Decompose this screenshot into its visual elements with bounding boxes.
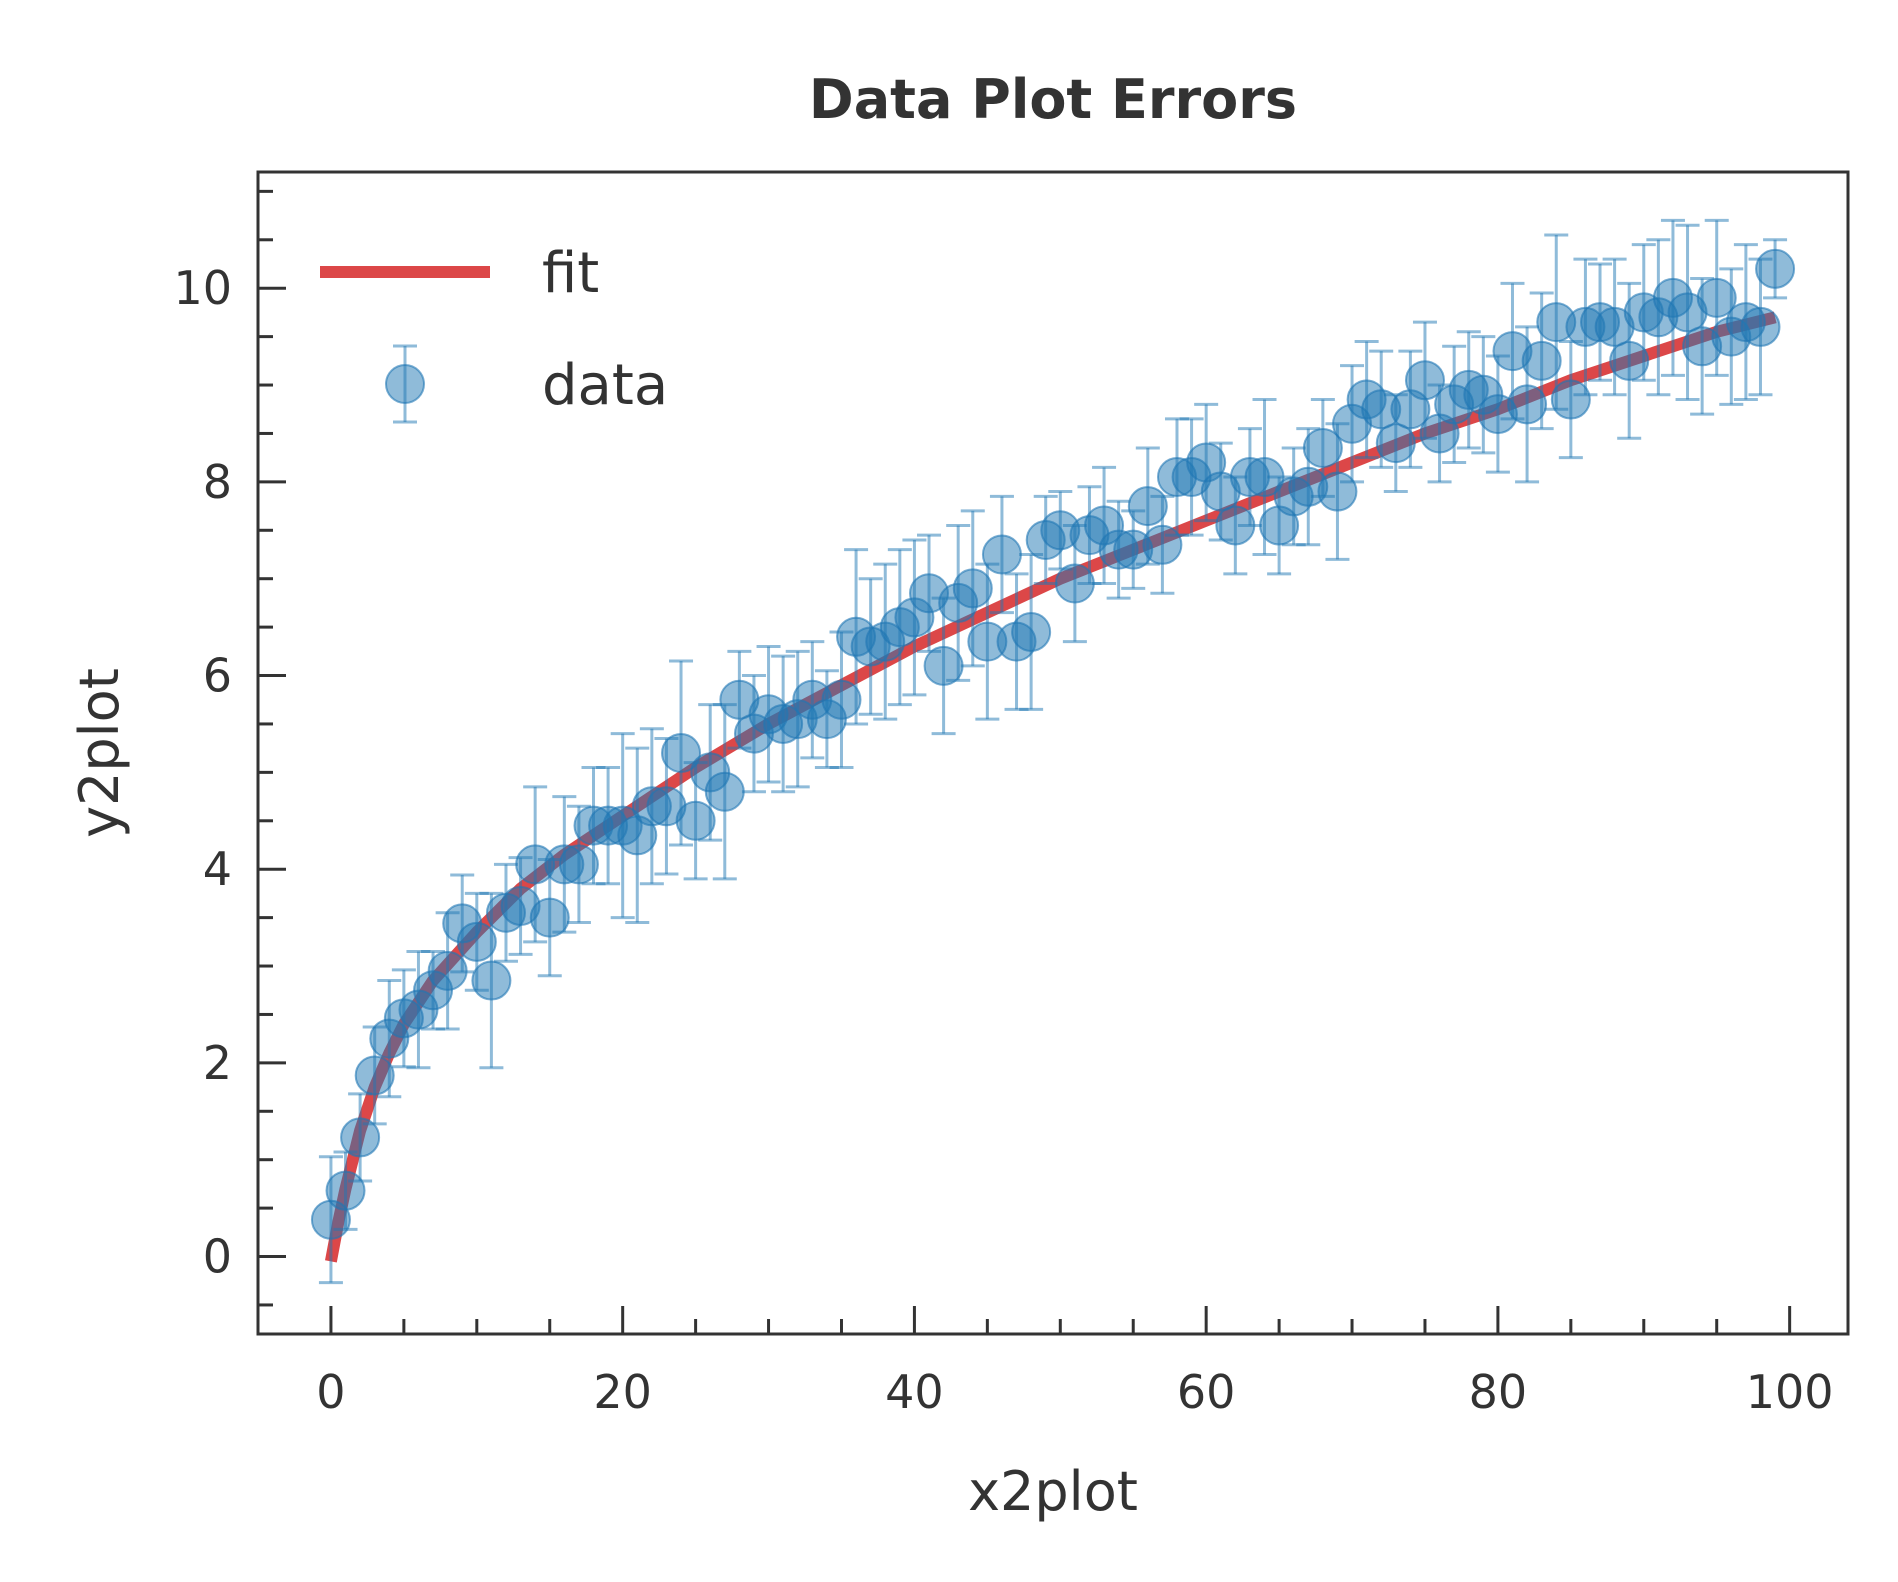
data-marker bbox=[821, 679, 862, 720]
x-tick-label: 80 bbox=[1469, 1365, 1528, 1419]
x-tick-label: 100 bbox=[1746, 1365, 1834, 1419]
data-marker bbox=[1521, 340, 1562, 381]
data-marker bbox=[1404, 360, 1445, 401]
x-axis-label: x2plot bbox=[968, 1460, 1138, 1523]
data-marker bbox=[529, 897, 570, 938]
legend: fit data bbox=[320, 241, 668, 424]
data-marker bbox=[1550, 379, 1591, 420]
x-tick-label: 0 bbox=[316, 1365, 345, 1419]
data-marker bbox=[354, 1055, 395, 1096]
legend-data-marker bbox=[385, 364, 425, 404]
data-marker bbox=[558, 844, 599, 885]
data-point bbox=[1404, 320, 1445, 440]
y-tick-label: 10 bbox=[173, 261, 232, 315]
data-marker bbox=[456, 921, 497, 962]
data-point bbox=[1755, 238, 1796, 300]
data-point bbox=[1011, 552, 1052, 711]
data-point bbox=[1667, 223, 1708, 402]
data-marker bbox=[952, 568, 993, 609]
plot-area: 0 20 40 60 80 100 0 2 4 6 8 10 bbox=[173, 170, 1850, 1419]
data-marker bbox=[1740, 306, 1781, 347]
data-point bbox=[340, 1092, 381, 1183]
data-point bbox=[1521, 291, 1562, 431]
data-marker bbox=[675, 800, 716, 841]
data-point bbox=[369, 979, 410, 1099]
y-tick-label: 0 bbox=[203, 1230, 232, 1284]
axes-frame bbox=[256, 170, 1850, 1336]
data-point bbox=[981, 494, 1022, 615]
data-marker bbox=[1609, 340, 1650, 381]
x-tick-label: 60 bbox=[1177, 1365, 1236, 1419]
data-marker bbox=[1696, 277, 1737, 318]
data-point bbox=[1113, 509, 1154, 590]
data-marker bbox=[1755, 248, 1796, 289]
data-marker bbox=[704, 771, 745, 812]
data-marker bbox=[471, 960, 512, 1001]
data-marker bbox=[1011, 611, 1052, 652]
y-tick-label: 2 bbox=[203, 1036, 232, 1090]
legend-fit-label: fit bbox=[542, 241, 599, 306]
data-marker bbox=[1302, 427, 1343, 468]
data-point bbox=[1040, 490, 1081, 571]
data-marker bbox=[1375, 423, 1416, 464]
data-marker bbox=[981, 534, 1022, 575]
y-tick-label: 4 bbox=[203, 842, 232, 896]
y-tick-label: 6 bbox=[203, 649, 232, 703]
data-marker bbox=[1507, 384, 1548, 425]
data-point bbox=[821, 630, 862, 770]
data-point bbox=[1536, 233, 1577, 411]
x-tick-label: 20 bbox=[593, 1365, 652, 1419]
y-tick-label: 8 bbox=[203, 455, 232, 509]
chart-title: Data Plot Errors bbox=[809, 68, 1297, 131]
data-point bbox=[1696, 218, 1737, 377]
legend-data-label: data bbox=[542, 353, 668, 418]
data-marker bbox=[340, 1117, 381, 1158]
x-tick-label: 40 bbox=[885, 1365, 944, 1419]
data-point bbox=[1332, 364, 1373, 484]
y-axis-label: y2plot bbox=[68, 668, 131, 838]
